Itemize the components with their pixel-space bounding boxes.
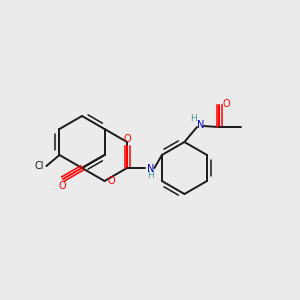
Text: O: O bbox=[108, 176, 115, 186]
Text: N: N bbox=[147, 164, 154, 174]
Text: O: O bbox=[123, 134, 131, 144]
Text: H: H bbox=[147, 172, 154, 181]
Text: Cl: Cl bbox=[34, 161, 44, 171]
Text: N: N bbox=[197, 120, 205, 130]
Text: H: H bbox=[190, 114, 197, 123]
Text: O: O bbox=[58, 181, 66, 191]
Text: O: O bbox=[222, 99, 230, 109]
